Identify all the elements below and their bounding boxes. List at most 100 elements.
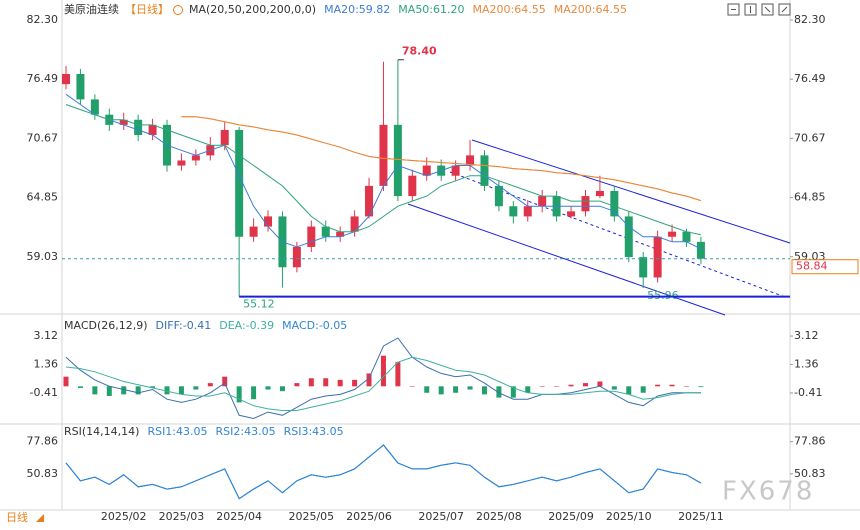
legend-entry: MACD:-0.05 [282, 319, 347, 332]
x-tick-label: 2025/09 [548, 510, 594, 523]
candle-body [220, 129, 229, 146]
candle-body [595, 190, 604, 197]
macd-bar [279, 386, 285, 392]
macd-bar [395, 362, 401, 387]
macd-bar [323, 378, 329, 387]
macd-bar [496, 386, 502, 398]
macd-bar [582, 383, 588, 387]
candle-body [422, 165, 431, 176]
y-tick-label: 77.86 [794, 435, 826, 448]
period-switch[interactable]: 日线 [6, 510, 28, 524]
macd-bar [164, 386, 170, 395]
y-tick-label: 1.36 [794, 357, 819, 370]
x-tick-label: 2025/03 [159, 510, 205, 523]
macd-bar [626, 386, 632, 395]
tool-icon[interactable] [744, 3, 757, 16]
macd-bar [236, 386, 242, 403]
y-tick-label: 70.67 [794, 131, 826, 144]
macd-bar [467, 386, 473, 390]
candle-body [292, 246, 301, 268]
x-tick-label: 2025/05 [288, 510, 334, 523]
y-tick-label: 1.36 [34, 357, 59, 370]
macd-bar [251, 386, 257, 400]
extreme-label: 55.12 [243, 298, 275, 311]
macd-bar [683, 386, 689, 387]
candle-body [624, 216, 633, 258]
tool-icon [764, 6, 771, 13]
y-tick-label: -0.41 [794, 386, 822, 399]
candle-body [610, 190, 619, 217]
candle-body [365, 185, 374, 217]
candle-body [523, 206, 532, 217]
candle-body [350, 216, 359, 232]
macd-bar [453, 386, 459, 393]
watermark: FX678 [722, 477, 814, 507]
macd-bar [669, 384, 675, 387]
macd-bar [438, 386, 444, 395]
candle-body [581, 196, 590, 212]
macd-bar [640, 386, 646, 393]
x-tick-label: 2025/04 [216, 510, 262, 523]
ma-line [65, 104, 702, 236]
legend-entry: MA200:64.55 [554, 3, 627, 16]
candle-body [76, 73, 85, 100]
macd-bar [207, 383, 213, 387]
candle-body [451, 165, 460, 176]
macd-bar [352, 379, 358, 387]
y-tick-label: 59.03 [27, 250, 59, 263]
last-price-label: 58.84 [796, 260, 828, 273]
candle-body [62, 73, 70, 85]
legend-entry: RSI3:43.05 [284, 425, 344, 438]
settings-icon[interactable] [173, 5, 183, 15]
candle-body [134, 119, 143, 136]
y-tick-label: 3.12 [34, 329, 59, 342]
candle-body [177, 160, 186, 166]
macd-bar [525, 386, 531, 393]
tool-icon[interactable] [727, 3, 740, 16]
candle-body [191, 155, 200, 161]
y-tick-label: 64.85 [27, 191, 59, 204]
tool-icon[interactable] [761, 3, 774, 16]
x-tick-label: 2025/07 [418, 510, 464, 523]
candle-body [509, 206, 518, 217]
candle-body [494, 185, 503, 207]
candle-body [321, 226, 330, 237]
macd-bar [539, 386, 545, 387]
chart-title: 美原油连续 [64, 2, 119, 16]
macd-bar [366, 373, 372, 387]
y-tick-label: 82.30 [794, 13, 826, 26]
macd-bar [409, 386, 415, 387]
macd-bar [611, 386, 617, 390]
macd-bar [63, 376, 69, 387]
legend-entry: MA20:59.82 [324, 3, 390, 16]
macd-bar [698, 386, 704, 388]
y-tick-label: 77.86 [27, 435, 59, 448]
x-tick-label: 2025/06 [346, 510, 392, 523]
candle-body [148, 124, 157, 136]
toolbar [727, 3, 791, 16]
candle-body [307, 226, 316, 247]
period-icon[interactable] [36, 514, 44, 522]
tool-icon[interactable] [778, 3, 791, 16]
macd-bar [92, 386, 98, 395]
candle-body [336, 231, 345, 237]
y-tick-label: -0.41 [30, 386, 58, 399]
y-tick-label: 76.49 [27, 72, 59, 85]
indicator-label: MA(20,50,200,200,0,0) [189, 3, 316, 16]
rsi-line [65, 444, 702, 500]
legend-entry: RSI1:43.05 [147, 425, 207, 438]
tool-icon [781, 6, 788, 13]
x-tick-label: 2025/08 [476, 510, 522, 523]
macd-bar [554, 386, 560, 387]
channel-upper [471, 139, 791, 244]
macd-bar [265, 386, 271, 390]
macd-line [65, 356, 701, 411]
legend-entry: DIFF:-0.41 [156, 319, 212, 332]
legend-entry: DEA:-0.39 [219, 319, 274, 332]
candle-body [379, 124, 388, 186]
macd-bar [106, 386, 112, 396]
ma-line [65, 93, 702, 250]
candle-body [538, 196, 547, 207]
y-tick-label: 64.85 [794, 191, 826, 204]
